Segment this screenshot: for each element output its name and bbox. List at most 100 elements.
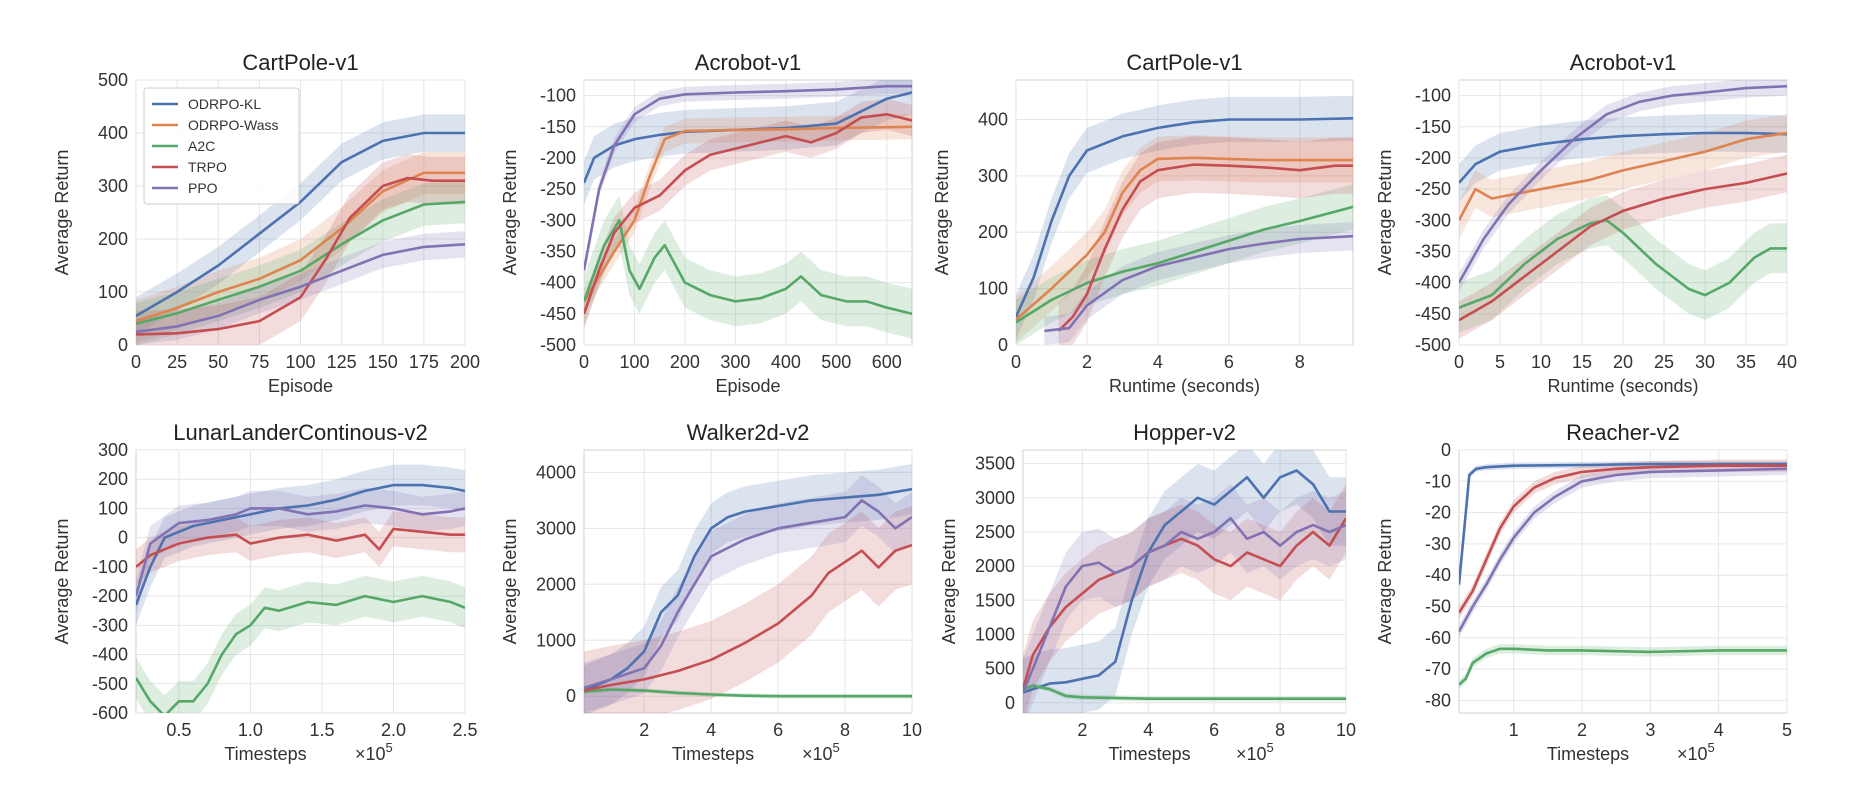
- band-odrpo-kl: [1016, 95, 1353, 340]
- y-tick-label: -400: [92, 645, 128, 665]
- panel-title: Acrobot-v1: [1570, 50, 1676, 75]
- plot-area: [1022, 449, 1347, 714]
- x-tick-label: 25: [167, 352, 187, 372]
- x-tick-label: 0.5: [166, 720, 191, 740]
- x-tick-label: 600: [872, 352, 902, 372]
- series-line-trpo: [1459, 464, 1787, 614]
- series-group: [1016, 95, 1353, 345]
- x-tick-label: 50: [208, 352, 228, 372]
- y-tick-label: -350: [1415, 241, 1451, 261]
- y-tick-label: 500: [98, 70, 128, 90]
- y-tick-label: -250: [540, 179, 576, 199]
- x-tick-label: 8: [840, 720, 850, 740]
- band-trpo: [136, 154, 465, 345]
- series-group: [1459, 459, 1787, 690]
- y-tick-label: -50: [1425, 597, 1451, 617]
- panel-title: Reacher-v2: [1566, 420, 1680, 445]
- y-tick-label: -150: [540, 117, 576, 137]
- y-tick-label: -400: [540, 273, 576, 293]
- y-tick-label: -450: [1415, 304, 1451, 324]
- y-tick-label: -60: [1425, 628, 1451, 648]
- x-tick-label: 4: [1714, 720, 1724, 740]
- x-axis-label: Timesteps: [672, 744, 754, 764]
- band-odrpo-wass: [1459, 114, 1787, 239]
- y-tick-label: 500: [985, 659, 1015, 679]
- band-odrpo-wass: [1016, 135, 1353, 343]
- y-axis-label: Average Return: [500, 150, 520, 276]
- band-trpo: [1058, 136, 1353, 345]
- plot-area: [135, 449, 466, 714]
- x-tick-label: 40: [1777, 352, 1797, 372]
- y-axis-label: Average Return: [1375, 150, 1395, 276]
- x-tick-label: 1.5: [309, 720, 334, 740]
- x-tick-label: 0: [1454, 352, 1464, 372]
- x-tick-label: 35: [1736, 352, 1756, 372]
- x-tick-label: 2: [1577, 720, 1587, 740]
- x-axis-label: Runtime (seconds): [1109, 376, 1260, 396]
- x-tick-label: 20: [1613, 352, 1633, 372]
- series-line-odrpo-wass: [584, 125, 912, 303]
- y-tick-label: 3500: [975, 454, 1015, 474]
- y-tick-label: -100: [1415, 86, 1451, 106]
- series-group: [584, 80, 912, 339]
- x-axis-label: Runtime (seconds): [1547, 376, 1698, 396]
- y-tick-label: -30: [1425, 534, 1451, 554]
- x-tick-label: 125: [327, 352, 357, 372]
- x-tick-label: 15: [1572, 352, 1592, 372]
- band-odrpo-kl: [584, 464, 912, 713]
- x-tick-label: 1.0: [238, 720, 263, 740]
- x-tick-label: 25: [1654, 352, 1674, 372]
- x-tick-label: 150: [368, 352, 398, 372]
- band-ppo: [1023, 484, 1346, 713]
- series-group: [1459, 80, 1787, 339]
- y-tick-label: -500: [540, 335, 576, 355]
- y-tick-label: 3000: [975, 488, 1015, 508]
- y-tick-label: 2500: [975, 522, 1015, 542]
- legend-label-a2c: A2C: [188, 138, 215, 154]
- x-tick-label: 2.5: [452, 720, 477, 740]
- x-tick-label: 75: [249, 352, 269, 372]
- y-tick-label: 100: [98, 282, 128, 302]
- panel-title: Acrobot-v1: [695, 50, 801, 75]
- series-line-ppo: [584, 84, 912, 271]
- y-tick-label: 0: [1441, 440, 1451, 460]
- legend-label-ppo: PPO: [188, 180, 218, 196]
- band-a2c: [584, 195, 912, 339]
- y-tick-label: 300: [98, 176, 128, 196]
- series-line-trpo: [1023, 517, 1346, 690]
- y-tick-label: -300: [1415, 210, 1451, 230]
- panel-title: Walker2d-v2: [687, 420, 810, 445]
- series-line-ppo: [136, 504, 465, 597]
- x-axis-label: Episode: [715, 376, 780, 396]
- y-tick-label: 4000: [536, 462, 576, 482]
- x-tick-label: 175: [409, 352, 439, 372]
- series-line-odrpo-kl: [136, 483, 465, 606]
- x-axis-label: Timesteps: [1108, 744, 1190, 764]
- x-tick-label: 10: [1531, 352, 1551, 372]
- band-trpo: [1023, 484, 1346, 713]
- x-tick-label: 2.0: [381, 720, 406, 740]
- series-line-odrpo-kl: [584, 487, 912, 692]
- series-line-a2c: [136, 200, 465, 326]
- y-tick-label: 200: [978, 222, 1008, 242]
- y-axis-label: Average Return: [1375, 519, 1395, 645]
- x-tick-label: 6: [1224, 352, 1234, 372]
- legend-box: [143, 87, 300, 205]
- y-tick-label: -500: [1415, 335, 1451, 355]
- x-tick-label: 1: [1509, 720, 1519, 740]
- band-a2c: [136, 575, 465, 713]
- legend-label-odrpo-kl: ODRPO-KL: [188, 96, 261, 112]
- y-tick-label: -300: [92, 615, 128, 635]
- series-line-ppo: [1023, 516, 1346, 693]
- panel-5: 0.5 1.0 1.5 2.0 2.5 -600 -500 -400 -300 -200 -100 0…: [52, 420, 478, 764]
- x-tick-label: 5: [1782, 720, 1792, 740]
- y-tick-label: 200: [98, 469, 128, 489]
- band-odrpo-kl: [1459, 114, 1787, 202]
- x-tick-label: 0: [1011, 352, 1021, 372]
- band-ppo: [1044, 222, 1353, 345]
- y-axis-label: Average Return: [52, 150, 72, 276]
- x-tick-label: 6: [1209, 720, 1219, 740]
- legend-label-odrpo-wass: ODRPO-Wass: [188, 117, 278, 133]
- y-tick-label: 1000: [975, 624, 1015, 644]
- panel-title: LunarLanderContinous-v2: [173, 420, 427, 445]
